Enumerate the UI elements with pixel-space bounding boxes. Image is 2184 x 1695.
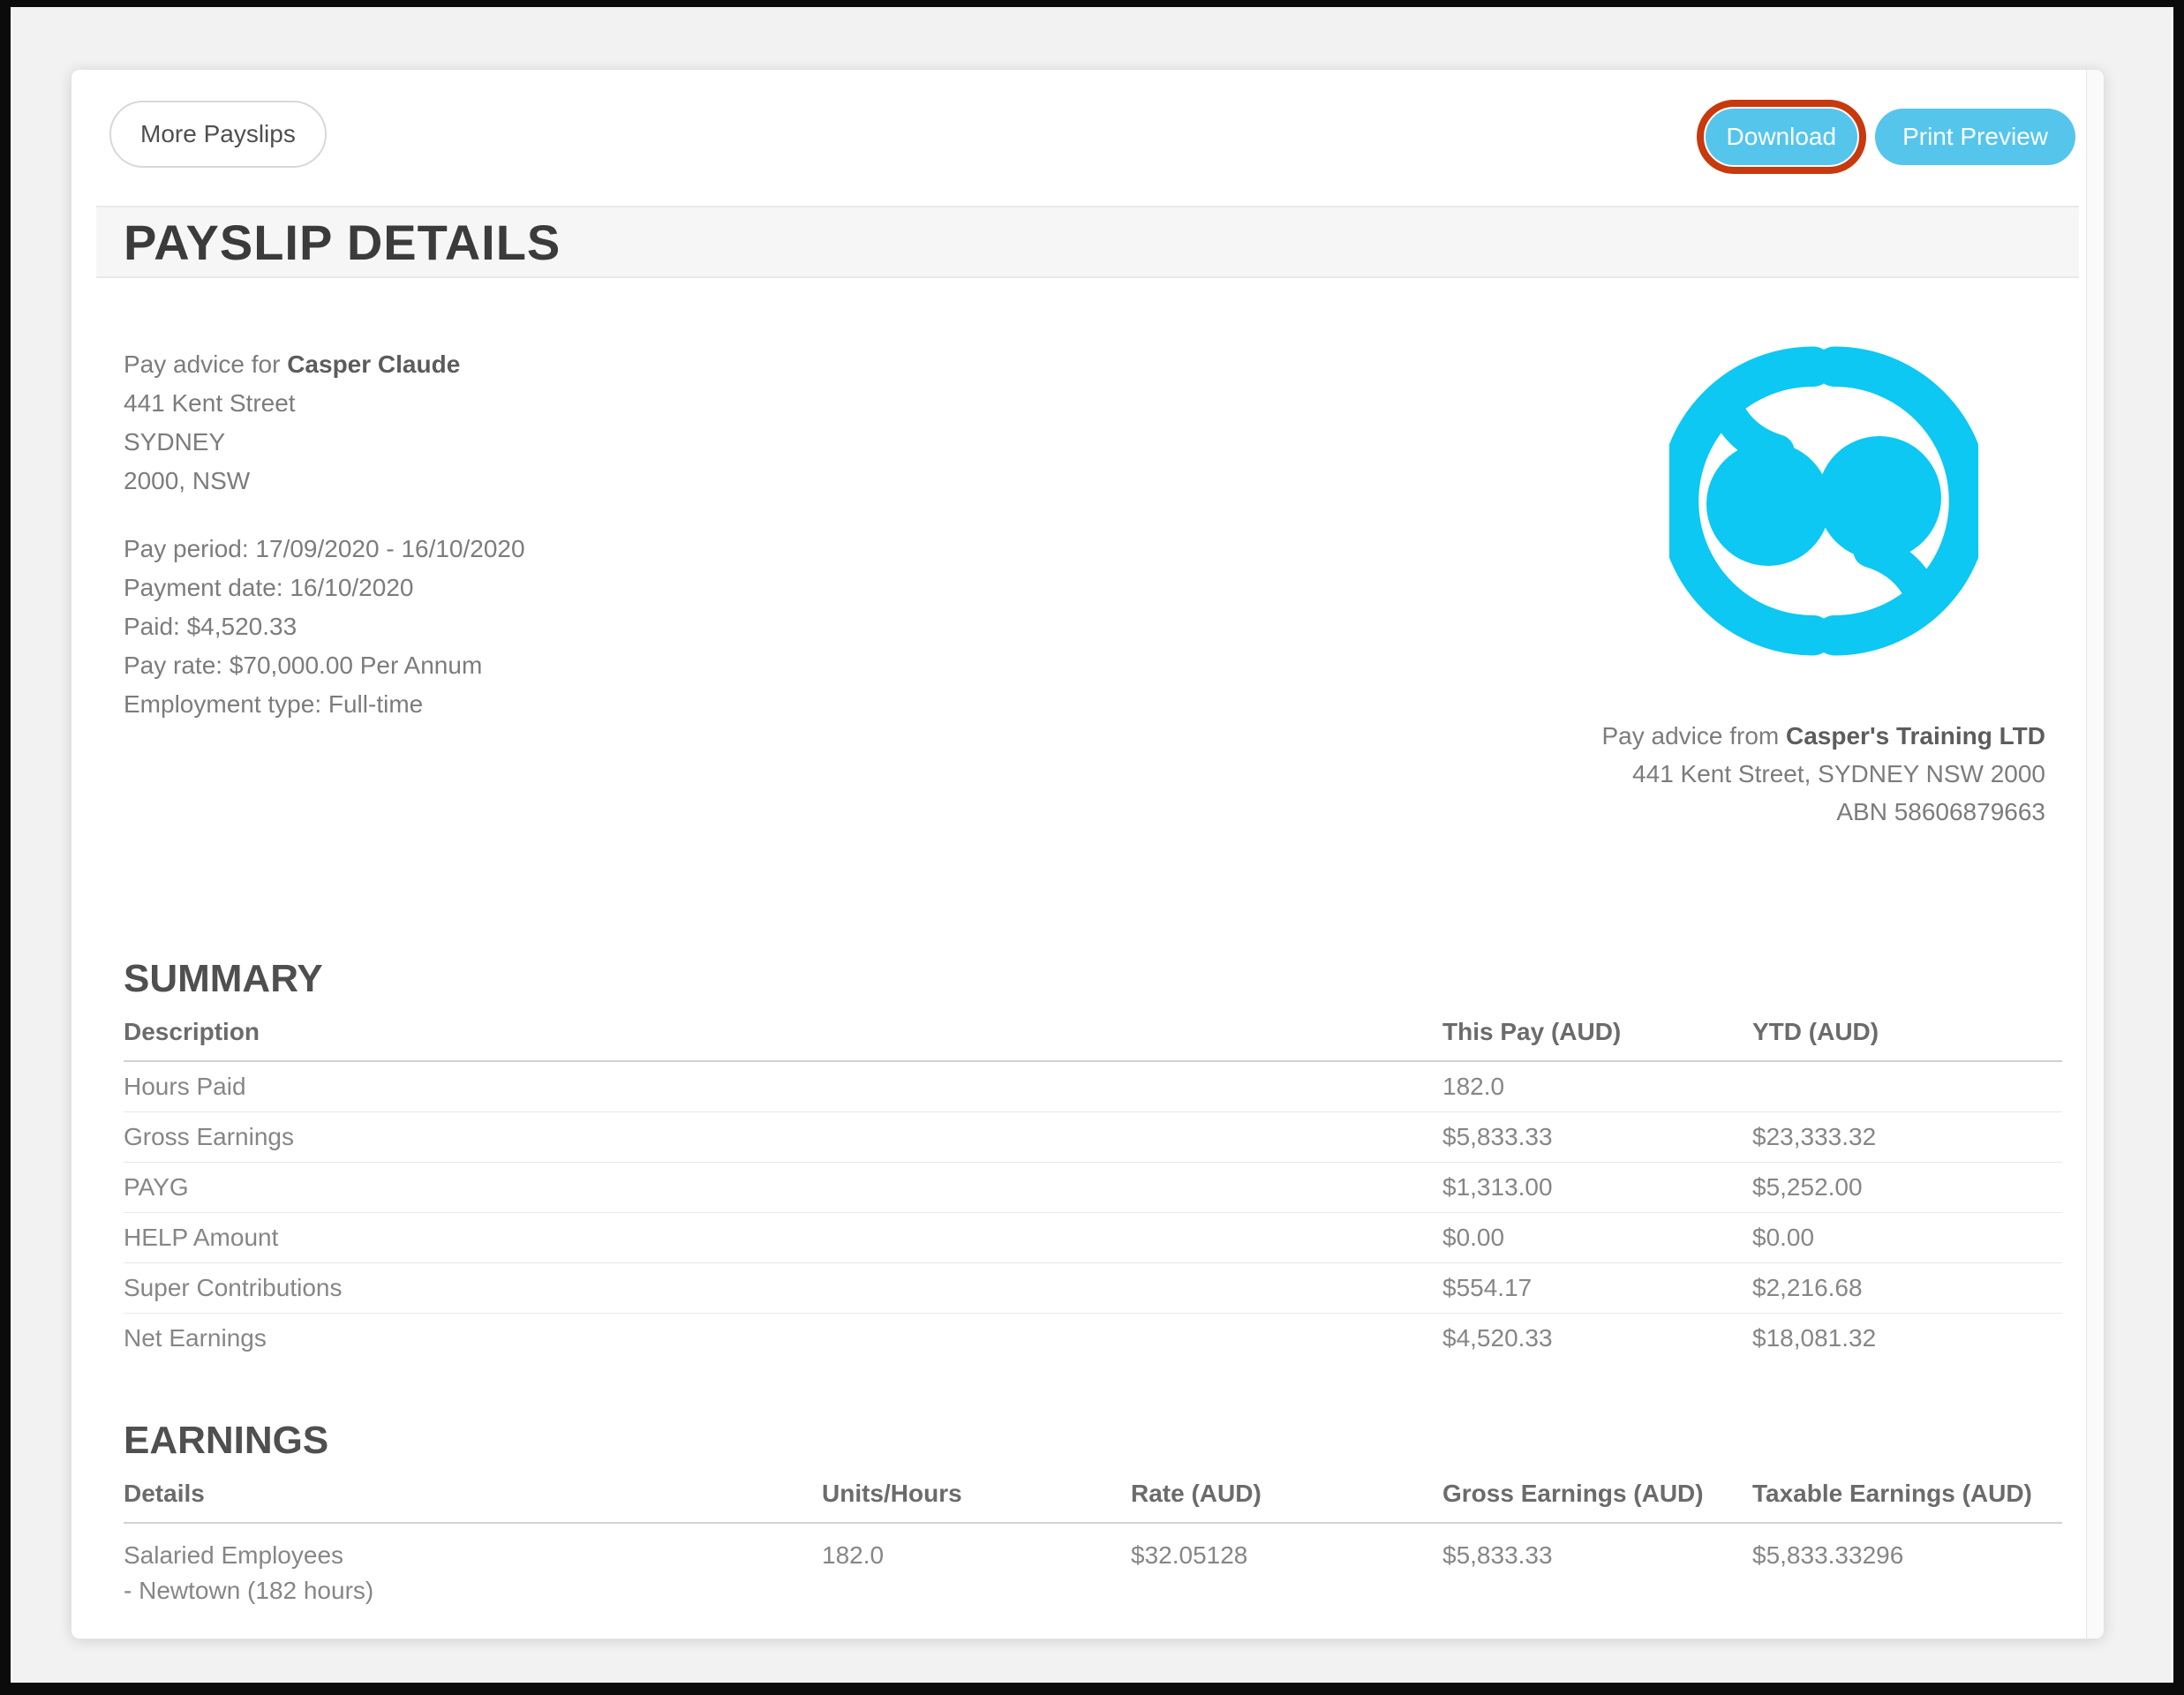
- earnings-details-line1: Salaried Employees: [124, 1541, 344, 1569]
- table-row: Salaried Employees - Newtown (182 hours)…: [124, 1523, 2062, 1626]
- summary-col-ytd: YTD (AUD): [1752, 1013, 2062, 1062]
- summary-col-description: Description: [124, 1013, 1442, 1062]
- earnings-heading: EARNINGS: [124, 1419, 329, 1462]
- table-row: Hours Paid 182.0: [124, 1061, 2062, 1112]
- earnings-col-details: Details: [124, 1474, 822, 1524]
- summary-col-this-pay: This Pay (AUD): [1442, 1013, 1752, 1062]
- employee-address-line: SYDNEY: [124, 428, 226, 456]
- earnings-col-units: Units/Hours: [822, 1474, 1131, 1524]
- download-button-wrapper: Download: [1696, 100, 1867, 174]
- employee-address-line: 441 Kent Street: [124, 389, 296, 417]
- employee-address-line: 2000, NSW: [124, 467, 251, 494]
- employer-address-line: 441 Kent Street, SYDNEY NSW 2000: [1632, 760, 2045, 787]
- earnings-details-line2: - Newtown (182 hours): [124, 1577, 374, 1604]
- summary-section: SUMMARY Description This Pay (AUD) YTD (…: [124, 956, 2062, 1363]
- toolbar: More Payslips Download Print Preview: [72, 70, 2104, 174]
- employee-intro-line: Pay advice for Casper Claude: [124, 350, 461, 378]
- employer-address-block: Pay advice from Casper's Training LTD 44…: [1601, 717, 2045, 831]
- employee-address-block: Pay advice for Casper Claude 441 Kent St…: [124, 345, 525, 831]
- table-row: Gross Earnings $5,833.33 $23,333.32: [124, 1111, 2062, 1163]
- paid-amount-line: Paid: $4,520.33: [124, 613, 297, 640]
- payslip-card: More Payslips Download Print Preview PAY…: [71, 69, 2105, 1639]
- table-row: PAYG $1,313.00 $5,252.00: [124, 1162, 2062, 1213]
- employment-type-line: Employment type: Full-time: [124, 690, 424, 718]
- pay-rate-line: Pay rate: $70,000.00 Per Annum: [124, 652, 483, 679]
- more-payslips-button[interactable]: More Payslips: [109, 101, 327, 168]
- earnings-section: EARNINGS Details Units/Hours Rate (AUD) …: [124, 1418, 2062, 1626]
- earnings-col-taxable: Taxable Earnings (AUD): [1752, 1474, 2062, 1524]
- employee-name: Casper Claude: [287, 350, 461, 378]
- earnings-col-rate: Rate (AUD): [1131, 1474, 1442, 1524]
- page-title: PAYSLIP DETAILS: [124, 214, 561, 270]
- card-scrollbar-track[interactable]: [2086, 70, 2104, 1638]
- table-row: HELP Amount $0.00 $0.00: [124, 1212, 2062, 1263]
- summary-header-row: Description This Pay (AUD) YTD (AUD): [124, 1013, 2062, 1062]
- earnings-header-row: Details Units/Hours Rate (AUD) Gross Ear…: [124, 1474, 2062, 1524]
- company-logo-icon: [1668, 346, 1978, 656]
- payslip-content: Pay advice for Casper Claude 441 Kent St…: [124, 345, 2062, 1626]
- employer-intro-line: Pay advice from Casper's Training LTD: [1601, 722, 2045, 750]
- summary-table: Description This Pay (AUD) YTD (AUD) Hou…: [124, 1013, 2062, 1363]
- earnings-table: Details Units/Hours Rate (AUD) Gross Ear…: [124, 1474, 2062, 1626]
- summary-heading: SUMMARY: [124, 957, 323, 1000]
- download-button[interactable]: Download: [1705, 109, 1858, 165]
- employer-name: Casper's Training LTD: [1786, 722, 2045, 750]
- pay-period-line: Pay period: 17/09/2020 - 16/10/2020: [124, 535, 525, 562]
- payment-date-line: Payment date: 16/10/2020: [124, 574, 414, 601]
- addresses-section: Pay advice for Casper Claude 441 Kent St…: [124, 345, 2062, 831]
- employer-abn-line: ABN 58606879663: [1836, 798, 2045, 825]
- earnings-col-gross: Gross Earnings (AUD): [1442, 1474, 1752, 1524]
- toolbar-right-group: Download Print Preview: [1696, 100, 2075, 174]
- employer-block: Pay advice from Casper's Training LTD 44…: [1601, 345, 2062, 831]
- table-row: Net Earnings $4,520.33 $18,081.32: [124, 1323, 1877, 1352]
- page-background: More Payslips Download Print Preview PAY…: [11, 7, 2173, 1683]
- table-row: Super Contributions $554.17 $2,216.68: [124, 1262, 2062, 1314]
- print-preview-button[interactable]: Print Preview: [1875, 109, 2075, 165]
- page-title-band: PAYSLIP DETAILS: [96, 206, 2079, 278]
